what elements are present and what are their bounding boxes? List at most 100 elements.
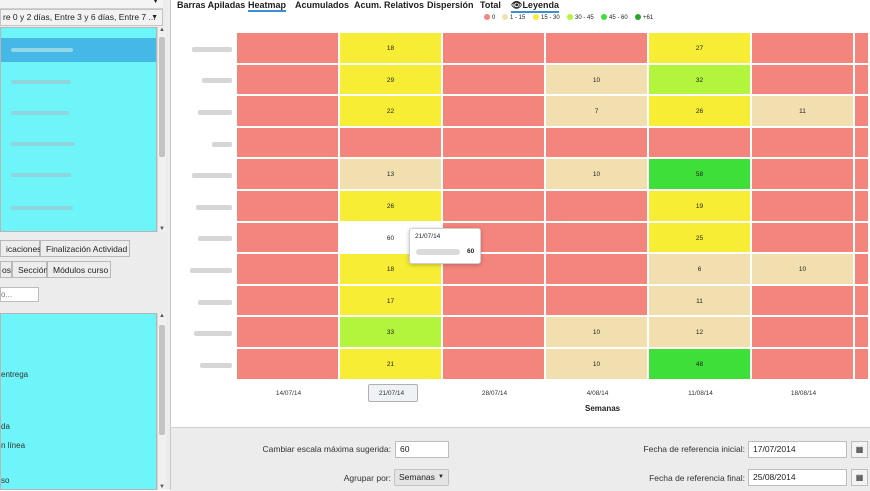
heatmap-cell[interactable]: 26 bbox=[649, 96, 752, 128]
tab-barras-apiladas[interactable]: Barras Apiladas bbox=[177, 0, 246, 10]
heatmap-cell[interactable]: 11 bbox=[752, 96, 855, 128]
heatmap-cell[interactable] bbox=[443, 285, 546, 318]
list-scrollbar[interactable]: ▲ ▼ bbox=[157, 27, 166, 232]
heatmap-cell[interactable] bbox=[237, 96, 340, 128]
list-item[interactable] bbox=[11, 173, 71, 177]
tab-modulos-curso[interactable]: Módulos curso bbox=[47, 261, 111, 278]
heatmap-cell[interactable] bbox=[237, 222, 340, 255]
heatmap-cell[interactable] bbox=[546, 254, 649, 286]
module-list-scrollbar[interactable]: ▲ ▼ bbox=[157, 313, 166, 490]
heatmap-cell[interactable]: 29 bbox=[340, 64, 443, 97]
heatmap-cell[interactable]: 48 bbox=[649, 349, 752, 381]
heatmap-cell[interactable]: 26 bbox=[340, 191, 443, 223]
ref-start-input[interactable]: 17/07/2014 bbox=[748, 441, 847, 458]
heatmap-cell[interactable] bbox=[855, 64, 870, 97]
heatmap-cell[interactable]: 11 bbox=[649, 285, 752, 318]
heatmap-cell[interactable] bbox=[546, 191, 649, 223]
heatmap-cell[interactable] bbox=[443, 127, 546, 160]
tab-seccion[interactable]: Sección bbox=[12, 261, 48, 278]
heatmap-cell[interactable] bbox=[855, 317, 870, 349]
heatmap-cell[interactable] bbox=[340, 127, 443, 160]
list-item[interactable] bbox=[11, 206, 73, 210]
heatmap-cell[interactable]: 10 bbox=[546, 317, 649, 349]
tab-calificaciones[interactable]: icaciones bbox=[0, 240, 41, 257]
heatmap-cell[interactable]: 13 bbox=[340, 159, 443, 191]
tab-acum-relativos[interactable]: Acum. Relativos bbox=[354, 0, 425, 10]
heatmap-cell[interactable] bbox=[443, 159, 546, 191]
scroll-thumb[interactable] bbox=[159, 37, 165, 157]
heatmap-cell[interactable] bbox=[855, 222, 870, 255]
heatmap-cell[interactable] bbox=[546, 285, 649, 318]
ref-end-input[interactable]: 25/08/2014 bbox=[748, 469, 847, 486]
heatmap-cell[interactable]: 18 bbox=[340, 33, 443, 65]
heatmap-cell[interactable] bbox=[855, 285, 870, 318]
calendar-icon[interactable]: ▦ bbox=[851, 469, 868, 486]
scale-input[interactable]: 60 bbox=[395, 441, 449, 458]
heatmap-cell[interactable] bbox=[546, 33, 649, 65]
heatmap-cell[interactable]: 32 bbox=[649, 64, 752, 97]
heatmap-cell[interactable]: 58 bbox=[649, 159, 752, 191]
tab-dispersion[interactable]: Dispersión bbox=[427, 0, 474, 10]
heatmap-cell[interactable]: 10 bbox=[752, 254, 855, 286]
list-item[interactable] bbox=[11, 80, 71, 84]
heatmap-cell[interactable]: 10 bbox=[546, 349, 649, 381]
heatmap-cell[interactable] bbox=[752, 33, 855, 65]
heatmap-cell[interactable]: 19 bbox=[649, 191, 752, 223]
tab-leyenda[interactable]: 👁Leyenda bbox=[511, 0, 559, 13]
heatmap-cell[interactable] bbox=[752, 285, 855, 318]
heatmap-cell[interactable]: 22 bbox=[340, 96, 443, 128]
scroll-thumb[interactable] bbox=[159, 325, 165, 435]
heatmap-cell[interactable] bbox=[237, 191, 340, 223]
list-item[interactable] bbox=[11, 142, 75, 146]
heatmap-cell[interactable] bbox=[443, 349, 546, 381]
heatmap-cell[interactable] bbox=[237, 64, 340, 97]
heatmap-cell[interactable] bbox=[855, 33, 870, 65]
list-item[interactable] bbox=[11, 48, 73, 52]
tab-total[interactable]: Total bbox=[480, 0, 501, 10]
tab-heatmap[interactable]: Heatmap bbox=[248, 0, 287, 12]
tab-recursos[interactable]: os bbox=[0, 261, 12, 278]
list-item[interactable]: entrega bbox=[1, 370, 29, 379]
heatmap-cell[interactable] bbox=[546, 127, 649, 160]
heatmap-cell[interactable] bbox=[752, 222, 855, 255]
list-item[interactable]: n línea bbox=[1, 441, 26, 450]
heatmap-cell[interactable]: 33 bbox=[340, 317, 443, 349]
module-list[interactable]: entrega da n línea so bbox=[0, 313, 157, 490]
group-by-select[interactable]: Semanas ▼ bbox=[394, 469, 449, 486]
heatmap-cell[interactable] bbox=[546, 222, 649, 255]
filter-combo[interactable]: re 0 y 2 días, Entre 3 y 6 días, Entre 7… bbox=[0, 9, 163, 26]
scroll-down-icon[interactable]: ▼ bbox=[159, 484, 165, 490]
heatmap-cell[interactable] bbox=[237, 254, 340, 286]
heatmap-cell[interactable] bbox=[752, 317, 855, 349]
tab-acumulados[interactable]: Acumulados bbox=[295, 0, 350, 10]
heatmap-cell[interactable] bbox=[237, 317, 340, 349]
heatmap-cell[interactable] bbox=[855, 191, 870, 223]
heatmap-cell[interactable] bbox=[855, 254, 870, 286]
tab-finalizacion-actividad[interactable]: Finalización Actividad bbox=[40, 240, 130, 257]
heatmap-cell[interactable] bbox=[443, 317, 546, 349]
heatmap-cell[interactable] bbox=[855, 159, 870, 191]
heatmap-cell[interactable] bbox=[855, 96, 870, 128]
heatmap-cell[interactable] bbox=[237, 127, 340, 160]
heatmap-cell[interactable] bbox=[237, 349, 340, 381]
heatmap-cell[interactable] bbox=[855, 349, 870, 381]
heatmap-cell[interactable]: 21 bbox=[340, 349, 443, 381]
list-item[interactable]: so bbox=[1, 476, 10, 485]
heatmap-cell[interactable] bbox=[855, 127, 870, 160]
heatmap-cell[interactable]: 10 bbox=[546, 64, 649, 97]
heatmap-cell[interactable]: 6 bbox=[649, 254, 752, 286]
heatmap-cell[interactable] bbox=[443, 64, 546, 97]
chevron-down-icon[interactable]: ▼ bbox=[151, 14, 158, 21]
scroll-up-icon[interactable]: ▲ bbox=[159, 27, 165, 33]
scroll-down-icon[interactable]: ▼ bbox=[159, 226, 165, 232]
heatmap-cell[interactable] bbox=[649, 127, 752, 160]
heatmap-cell[interactable] bbox=[752, 64, 855, 97]
heatmap-cell[interactable] bbox=[237, 159, 340, 191]
heatmap-cell[interactable] bbox=[443, 191, 546, 223]
heatmap-cell[interactable] bbox=[237, 33, 340, 65]
heatmap-cell[interactable] bbox=[443, 33, 546, 65]
heatmap-cell[interactable] bbox=[237, 285, 340, 318]
student-list[interactable] bbox=[0, 27, 157, 232]
scroll-up-icon[interactable]: ▲ bbox=[159, 313, 165, 319]
heatmap-cell[interactable]: 7 bbox=[546, 96, 649, 128]
